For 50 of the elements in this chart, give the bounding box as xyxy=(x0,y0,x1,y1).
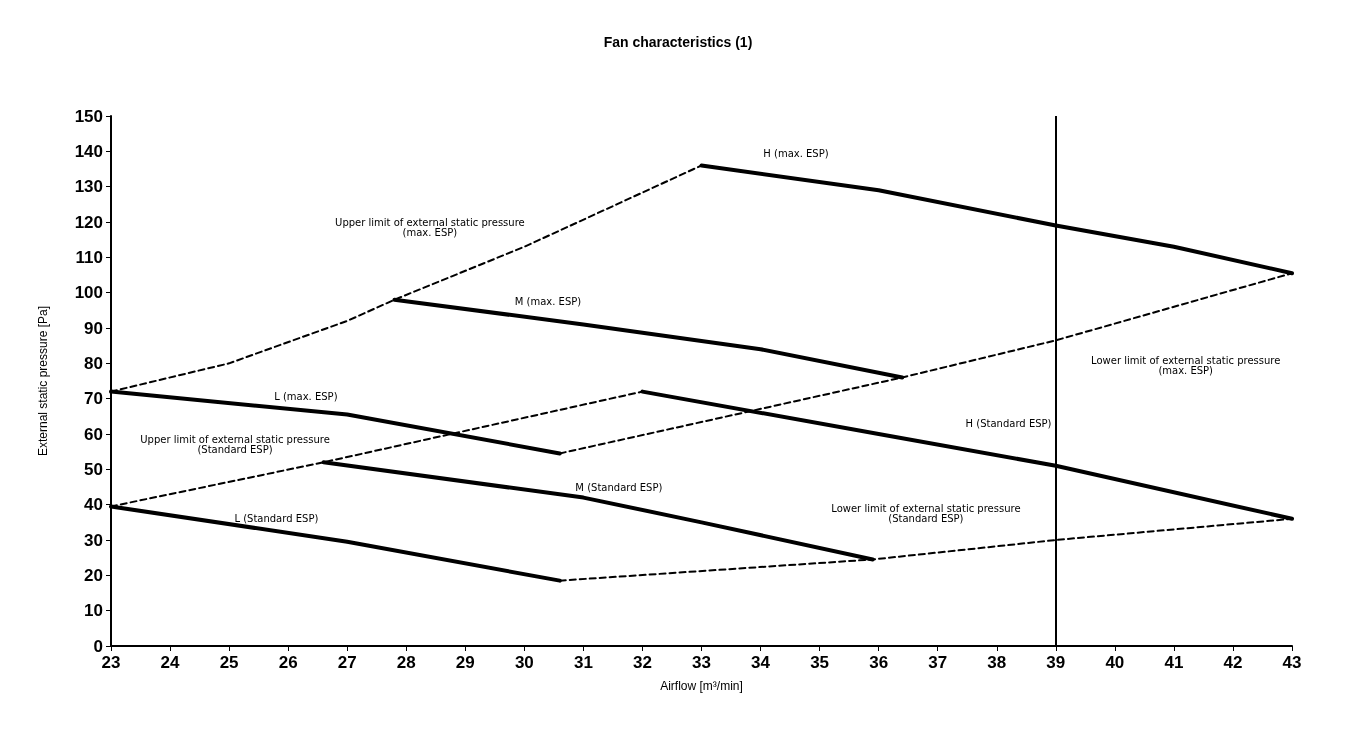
y-tick-label: 40 xyxy=(84,495,103,515)
y-tick-label: 50 xyxy=(84,459,103,479)
y-tick-label: 30 xyxy=(84,530,103,550)
y-tick-label: 130 xyxy=(74,177,103,197)
x-tick-label: 34 xyxy=(751,653,771,672)
annotation: H (Standard ESP) xyxy=(965,417,1052,429)
x-tick-label: 31 xyxy=(573,653,593,672)
annotation: Upper limit of external static pressure (max. ESP) xyxy=(335,216,525,238)
x-tick-label: 36 xyxy=(869,653,889,672)
x-tick-label: 39 xyxy=(1046,653,1066,672)
x-tick-label: 23 xyxy=(101,653,121,672)
y-tick-label: 70 xyxy=(84,389,103,409)
x-axis-title: Airflow [m³/min] xyxy=(660,679,743,693)
y-tick-label: 0 xyxy=(93,636,103,656)
y-tick-label: 140 xyxy=(74,141,103,161)
annotation: H (max. ESP) xyxy=(763,147,829,159)
x-tick-label: 27 xyxy=(337,653,357,672)
y-tick-label: 60 xyxy=(84,424,103,444)
x-tick-label: 33 xyxy=(692,653,711,672)
annotation: L (max. ESP) xyxy=(274,391,338,403)
y-tick-label: 110 xyxy=(75,247,103,267)
y-tick-label: 10 xyxy=(84,601,103,621)
x-tick-label: 38 xyxy=(987,653,1007,672)
x-tick-label: 26 xyxy=(278,653,298,672)
y-axis-title: External static pressure [Pa] xyxy=(36,305,50,457)
x-tick-label: 43 xyxy=(1282,653,1302,672)
x-tick-label: 25 xyxy=(219,653,239,672)
annotation: Upper limit of external static pressure (Standard ESP) xyxy=(140,434,330,456)
x-tick-label: 24 xyxy=(160,653,181,672)
x-tick-label: 30 xyxy=(514,653,534,672)
x-tick-label: 41 xyxy=(1164,653,1184,672)
x-tick-label: 35 xyxy=(810,653,830,672)
x-tick-label: 32 xyxy=(632,653,652,672)
x-tick-label: 28 xyxy=(396,653,416,672)
annotation: Lower limit of external static pressure (Standard ESP) xyxy=(831,503,1021,524)
y-tick-label: 20 xyxy=(84,565,103,585)
y-tick-label: 80 xyxy=(84,353,103,373)
y-tick-label: 100 xyxy=(74,283,103,303)
annotation: M (max. ESP) xyxy=(514,296,582,307)
y-tick-label: 150 xyxy=(74,106,103,126)
annotation: M (Standard ESP) xyxy=(575,481,663,493)
annotation: L (Standard ESP) xyxy=(234,513,319,525)
chart-title: Fan characteristics (1) xyxy=(603,34,753,50)
x-tick-label: 42 xyxy=(1223,653,1243,672)
annotation: Lower limit of external static pressure (max. ESP) xyxy=(1091,354,1281,376)
x-tick-label: 37 xyxy=(928,653,948,672)
x-tick-label: 29 xyxy=(455,653,475,672)
x-tick-label: 40 xyxy=(1105,653,1125,672)
y-tick-label: 90 xyxy=(84,318,103,338)
y-tick-label: 120 xyxy=(74,212,103,232)
